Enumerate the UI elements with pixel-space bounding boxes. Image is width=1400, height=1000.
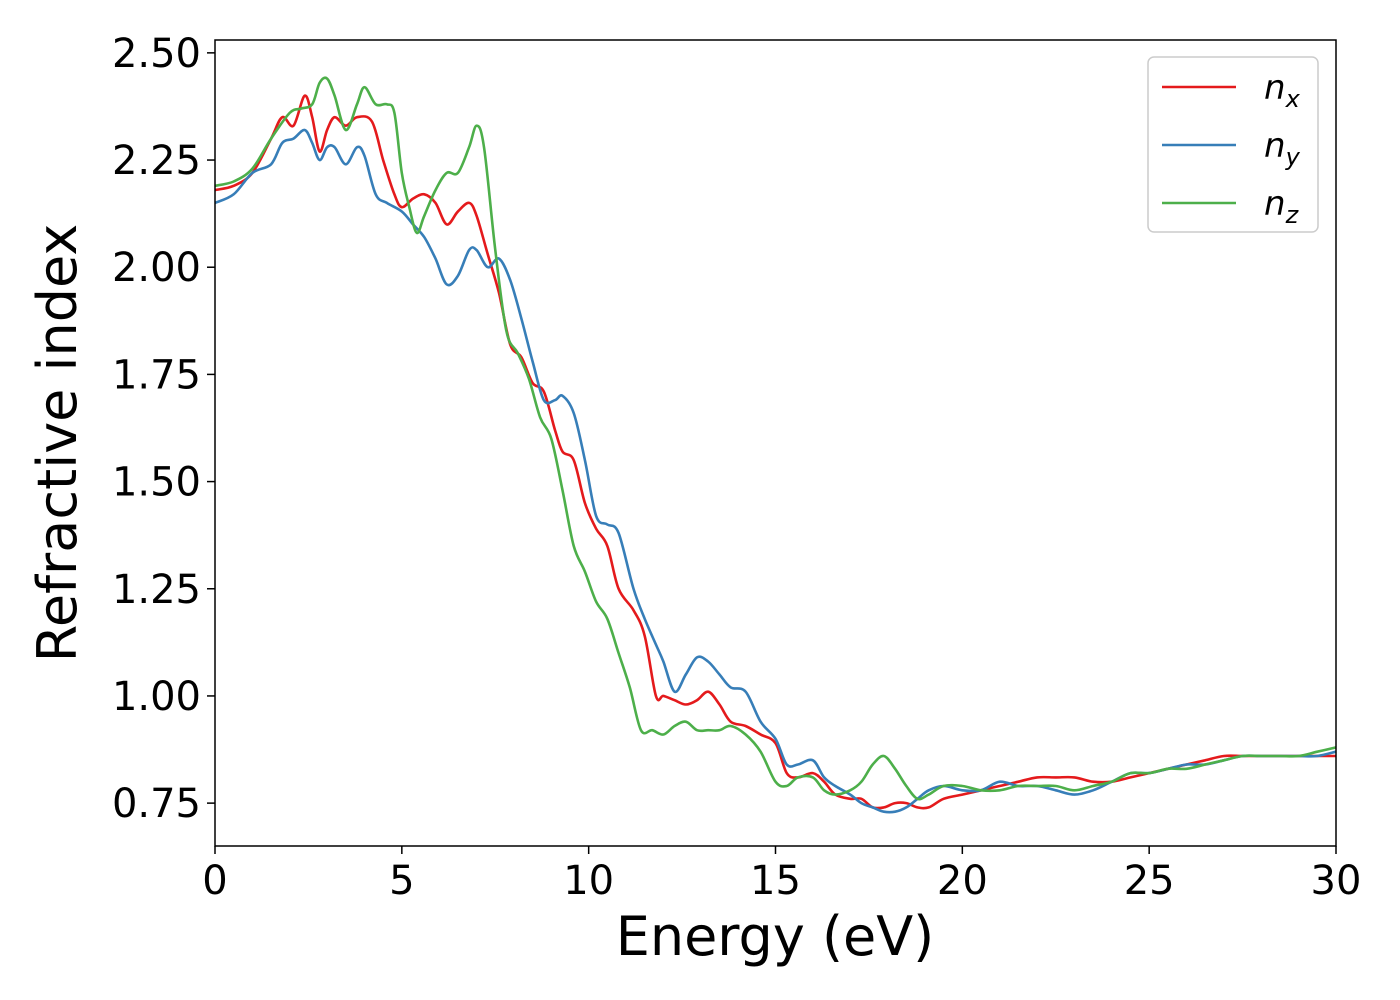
y-tick-label: 1.50 (112, 460, 201, 506)
legend-label-main: n (1264, 68, 1286, 108)
x-tick-label: 5 (389, 858, 414, 904)
legend-label-ny: ny (1264, 126, 1301, 171)
legend-label-main: n (1264, 184, 1286, 224)
y-tick-label: 2.25 (112, 138, 201, 184)
y-tick-label: 1.75 (112, 352, 201, 398)
legend-label-subscript: x (1285, 85, 1301, 113)
x-tick-label: 15 (750, 858, 801, 904)
y-tick-label: 1.25 (112, 567, 201, 613)
series-line-nx (215, 94, 1336, 810)
x-tick-label: 30 (1311, 858, 1362, 904)
series-line-nz (215, 76, 1336, 801)
x-tick-label: 25 (1124, 858, 1175, 904)
x-axis-title: Energy (eV) (616, 905, 935, 968)
y-tick-label: 2.50 (112, 31, 201, 77)
x-tick-label: 0 (202, 858, 227, 904)
legend-label-subscript: z (1285, 201, 1300, 229)
legend-label-subscript: y (1285, 143, 1301, 171)
y-axis: 0.75 1.00 1.25 1.50 1.75 2.00 2.25 2.50 (112, 31, 215, 827)
y-axis-title: Refractive index (26, 224, 89, 663)
legend-label-main: n (1264, 126, 1286, 166)
legend-label-nz: nz (1264, 184, 1300, 229)
y-tick-label: 1.00 (112, 674, 201, 720)
y-tick-label: 0.75 (112, 781, 201, 827)
x-tick-label: 20 (937, 858, 988, 904)
x-tick-label: 10 (563, 858, 614, 904)
x-axis: 0 5 10 15 20 25 30 (202, 846, 1361, 904)
series-layer (215, 76, 1336, 814)
series-line-ny (215, 128, 1336, 814)
legend-label-nx: nx (1264, 68, 1301, 113)
y-tick-label: 2.00 (112, 245, 201, 291)
